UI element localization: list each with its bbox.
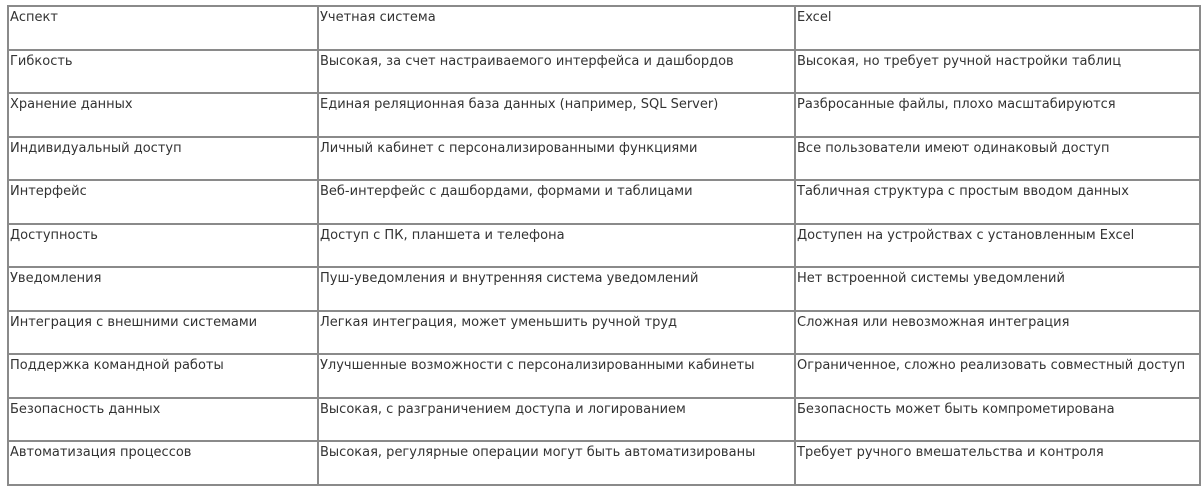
aspect-cell: Индивидуальный доступ <box>7 135 319 181</box>
excel-cell: Доступен на устройствах с установленным … <box>794 222 1201 268</box>
system-cell: Высокая, с разграничением доступа и логи… <box>317 396 796 442</box>
system-cell: Веб-интерфейс с дашбордами, формами и та… <box>317 179 796 225</box>
table-row: Доступность Доступ с ПК, планшета и телеф… <box>7 222 1201 268</box>
aspect-cell: Уведомления <box>7 266 319 312</box>
excel-cell: Нет встроенной системы уведомлений <box>794 266 1201 312</box>
aspect-cell: Хранение данных <box>7 92 319 138</box>
table-row: Уведомления Пуш-уведомления и внутренняя … <box>7 266 1201 312</box>
table-row: Интеграция с внешними системами Легкая ин… <box>7 309 1201 355</box>
excel-cell: Сложная или невозможная интеграция <box>794 309 1201 355</box>
aspect-cell: Безопасность данных <box>7 396 319 442</box>
aspect-cell: Интеграция с внешними системами <box>7 309 319 355</box>
system-cell: Высокая, за счет настраиваемого интерфей… <box>317 48 796 94</box>
excel-cell: Требует ручного вмешательства и контроля <box>794 440 1201 486</box>
excel-cell: Разбросанные файлы, плохо масштабируются <box>794 92 1201 138</box>
table-body: Аспект Учетная система Excel Гибкость Выс… <box>7 5 1201 486</box>
excel-cell: Табличная структура с простым вводом дан… <box>794 179 1201 225</box>
excel-cell: Все пользователи имеют одинаковый доступ <box>794 135 1201 181</box>
aspect-cell: Поддержка командной работы <box>7 353 319 399</box>
table-row: Поддержка командной работы Улучшенные воз… <box>7 353 1201 399</box>
table-row: Гибкость Высокая, за счет настраиваемого … <box>7 48 1201 94</box>
system-cell: Единая реляционная база данных (например… <box>317 92 796 138</box>
table-row: Автоматизация процессов Высокая, регулярн… <box>7 440 1201 486</box>
table-row: Индивидуальный доступ Личный кабинет с пе… <box>7 135 1201 181</box>
aspect-cell: Интерфейс <box>7 179 319 225</box>
system-cell: Легкая интеграция, может уменьшить ручно… <box>317 309 796 355</box>
system-cell: Высокая, регулярные операции могут быть … <box>317 440 796 486</box>
header-cell-system: Учетная система <box>317 5 796 51</box>
excel-cell: Безопасность может быть компрометирована <box>794 396 1201 442</box>
aspect-cell: Гибкость <box>7 48 319 94</box>
header-cell-aspect: Аспект <box>7 5 319 51</box>
table-header-row: Аспект Учетная система Excel <box>7 5 1201 51</box>
table-row: Хранение данных Единая реляционная база д… <box>7 92 1201 138</box>
system-cell: Улучшенные возможности с персонализирова… <box>317 353 796 399</box>
header-cell-excel: Excel <box>794 5 1201 51</box>
system-cell: Личный кабинет с персонализированными фу… <box>317 135 796 181</box>
table-row: Интерфейс Веб-интерфейс с дашбордами, фор… <box>7 179 1201 225</box>
system-cell: Доступ с ПК, планшета и телефона <box>317 222 796 268</box>
aspect-cell: Доступность <box>7 222 319 268</box>
system-cell: Пуш-уведомления и внутренняя система уве… <box>317 266 796 312</box>
excel-cell: Ограниченное, сложно реализовать совмест… <box>794 353 1201 399</box>
table-row: Безопасность данных Высокая, с разграниче… <box>7 396 1201 442</box>
aspect-cell: Автоматизация процессов <box>7 440 319 486</box>
excel-cell: Высокая, но требует ручной настройки таб… <box>794 48 1201 94</box>
comparison-table: Аспект Учетная система Excel Гибкость Выс… <box>7 5 1201 486</box>
